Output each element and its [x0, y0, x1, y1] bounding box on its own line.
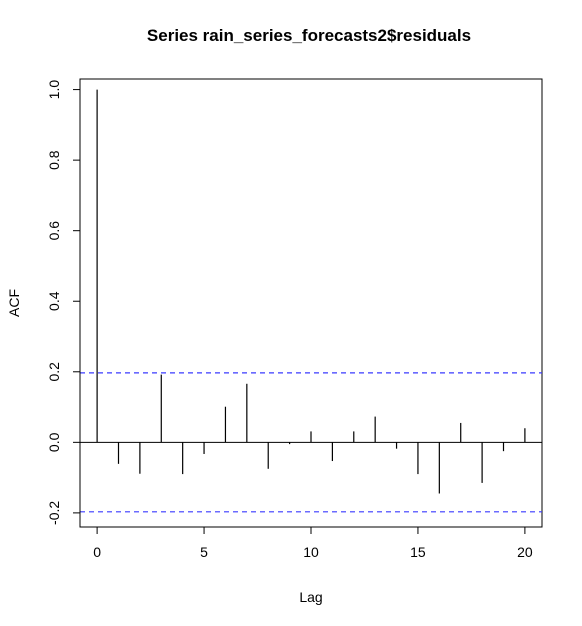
- y-tick-label: 0.2: [46, 362, 62, 382]
- y-axis-label: ACF: [6, 289, 22, 317]
- confidence-bounds: [80, 372, 542, 513]
- y-tick-label: 1.0: [46, 80, 62, 100]
- x-tick-label: 0: [93, 544, 101, 560]
- x-axis: 0 5 10 15 20: [93, 526, 533, 560]
- x-tick-label: 5: [200, 544, 208, 560]
- y-tick-label: 0.0: [46, 432, 62, 452]
- x-tick-label: 10: [303, 544, 319, 560]
- y-tick-label: -0.2: [46, 501, 62, 525]
- y-tick-label: 0.8: [46, 150, 62, 170]
- plot-frame: [79, 78, 543, 528]
- y-axis: -0.2 0.0 0.2 0.4 0.6 0.8 1.0: [46, 80, 81, 525]
- x-tick-label: 15: [410, 544, 426, 560]
- y-tick-label: 0.4: [46, 291, 62, 311]
- acf-bars: [96, 89, 526, 494]
- chart-title: Series rain_series_forecasts2$residuals: [147, 26, 471, 45]
- y-tick-label: 0.6: [46, 221, 62, 241]
- x-axis-label: Lag: [299, 589, 322, 605]
- x-tick-label: 20: [517, 544, 533, 560]
